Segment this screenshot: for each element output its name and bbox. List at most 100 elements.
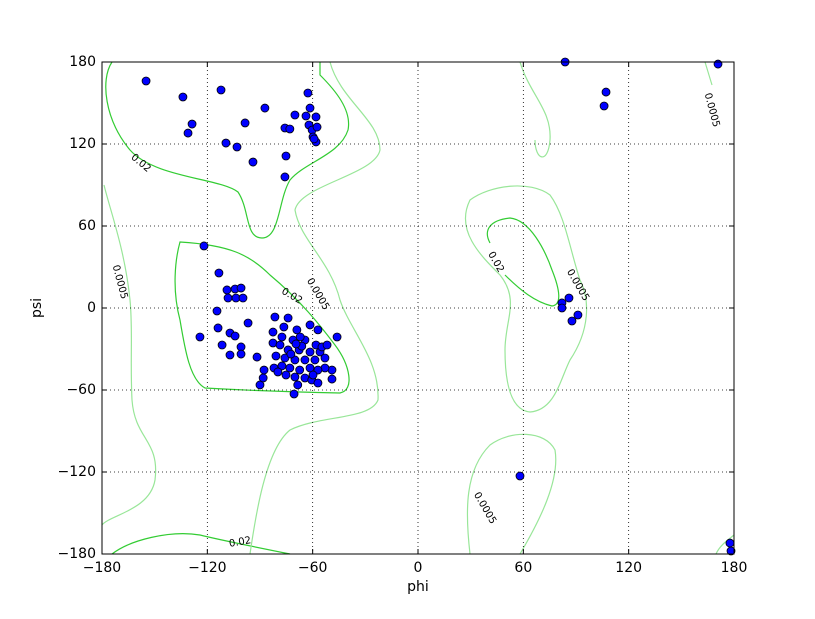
point: [290, 372, 300, 382]
contour-line: [704, 61, 713, 86]
x-axis-label: phi: [407, 579, 429, 595]
plot-frame: [101, 61, 735, 555]
point: [280, 353, 290, 363]
point: [141, 76, 151, 86]
point: [238, 293, 248, 303]
point: [308, 370, 318, 380]
y-tick-label: −180: [58, 546, 96, 562]
point: [320, 353, 330, 363]
point: [564, 293, 574, 303]
point: [557, 303, 567, 313]
point: [248, 157, 258, 167]
point: [225, 350, 235, 360]
point: [243, 318, 253, 328]
point: [217, 340, 227, 350]
contour-label: 0.02: [228, 535, 252, 550]
point: [260, 103, 270, 113]
point: [295, 365, 305, 375]
point: [303, 88, 313, 98]
point: [291, 339, 301, 349]
point: [281, 151, 291, 161]
point: [283, 313, 293, 323]
point: [252, 352, 262, 362]
contour-line: [174, 241, 350, 394]
y-tick-label: −120: [58, 464, 96, 480]
point: [258, 373, 268, 383]
y-tick-label: 60: [78, 218, 96, 234]
point: [236, 349, 246, 359]
point: [515, 471, 525, 481]
contour-line: [101, 184, 157, 526]
point: [289, 389, 299, 399]
point: [236, 283, 246, 293]
point: [240, 118, 250, 128]
contour-line: [111, 533, 291, 555]
contour-line: [249, 61, 381, 555]
point: [221, 138, 231, 148]
point: [279, 322, 289, 332]
point: [195, 332, 205, 342]
point: [332, 332, 342, 342]
contour-line: [715, 534, 735, 555]
x-tick-label: 0: [414, 560, 423, 576]
point: [277, 332, 287, 342]
contour-line: [466, 433, 557, 555]
point: [322, 340, 332, 350]
point: [726, 546, 736, 556]
point: [713, 59, 723, 69]
point: [280, 172, 290, 182]
point: [230, 331, 240, 341]
point: [281, 370, 291, 380]
point: [277, 361, 287, 371]
point: [310, 355, 320, 365]
point: [275, 340, 285, 350]
point: [312, 122, 322, 132]
point: [183, 128, 193, 138]
point: [300, 355, 310, 365]
contours: [101, 61, 735, 555]
x-tick-label: 120: [615, 560, 642, 576]
contour-line: [105, 61, 350, 239]
point: [273, 367, 283, 377]
point: [212, 306, 222, 316]
y-tick-label: −60: [66, 382, 96, 398]
point: [573, 310, 583, 320]
contour-line: [519, 61, 551, 158]
point: [223, 293, 233, 303]
point: [305, 320, 315, 330]
point: [213, 323, 223, 333]
y-tick-label: 0: [87, 300, 96, 316]
point: [216, 85, 226, 95]
point: [725, 538, 735, 548]
point: [301, 111, 311, 121]
y-tick-label: 120: [69, 136, 96, 152]
point: [293, 380, 303, 390]
contour-line: [464, 185, 588, 413]
x-tick-label: −180: [83, 560, 121, 576]
point: [309, 134, 319, 144]
point: [270, 312, 280, 322]
point: [313, 378, 323, 388]
x-tick-label: 180: [721, 560, 748, 576]
point: [295, 332, 305, 342]
point: [305, 347, 315, 357]
point: [271, 351, 281, 361]
point: [567, 316, 577, 326]
point: [232, 142, 242, 152]
point: [268, 327, 278, 337]
point: [285, 124, 295, 134]
point: [286, 349, 296, 359]
y-axis-label: psi: [29, 298, 45, 318]
x-tick-label: −60: [298, 560, 328, 576]
y-tick-label: 180: [69, 54, 96, 70]
point: [599, 101, 609, 111]
x-tick-label: 60: [514, 560, 532, 576]
point: [178, 92, 188, 102]
point: [285, 363, 295, 373]
point: [292, 325, 302, 335]
point: [290, 110, 300, 120]
point: [214, 268, 224, 278]
point: [327, 374, 337, 384]
